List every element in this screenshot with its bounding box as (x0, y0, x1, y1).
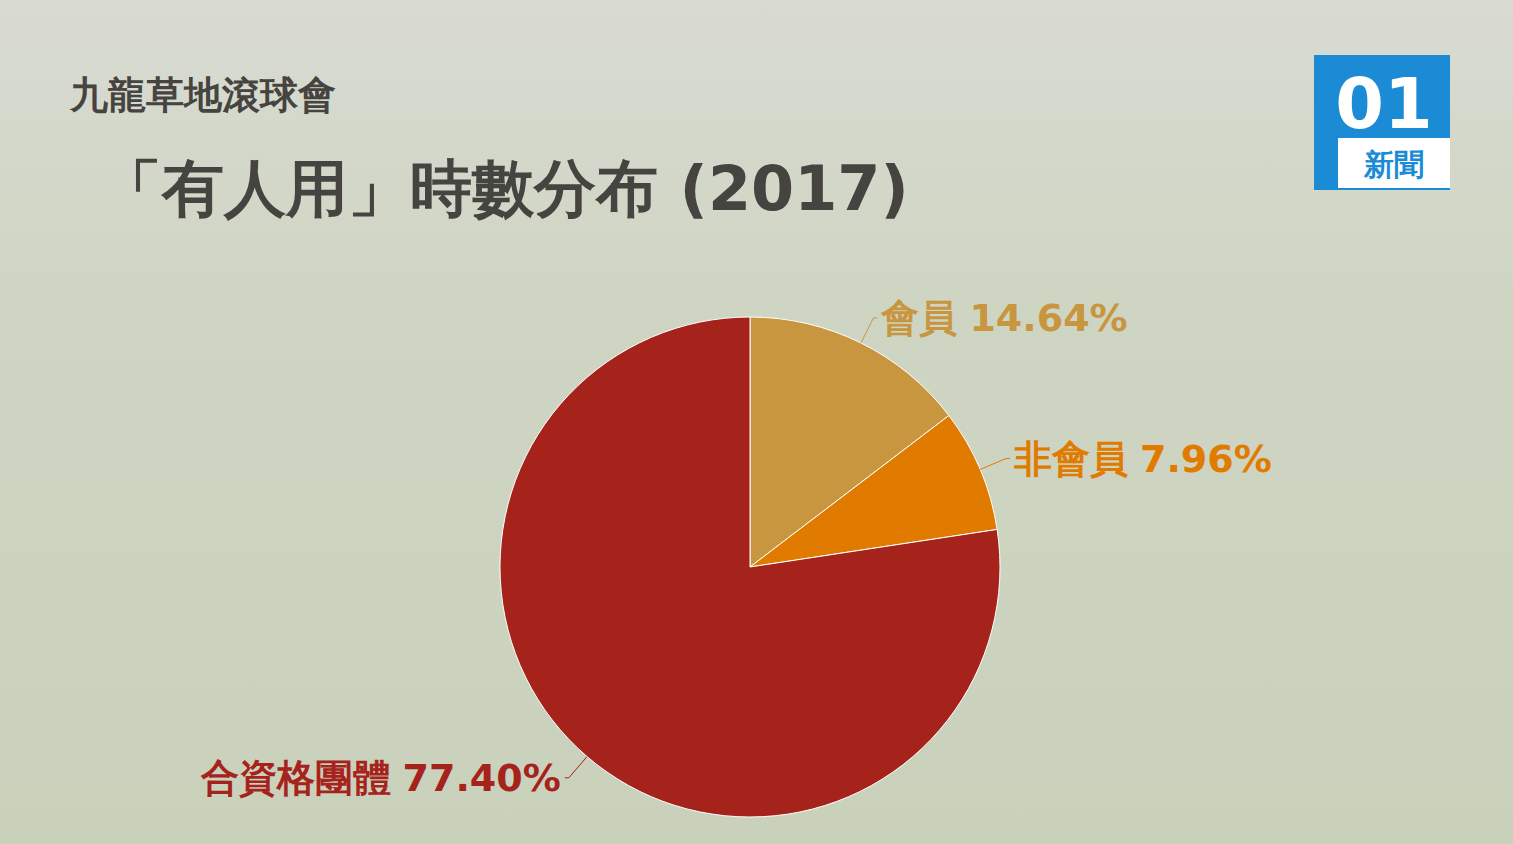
pie-slice (500, 317, 1000, 817)
data-labels: 會員 14.64% 非會員 7.96% 合資格團體 77.40% (200, 296, 1272, 800)
label-value: 77.40% (403, 756, 561, 800)
logo-text: 新聞 (1363, 147, 1424, 182)
logo-band (1338, 138, 1450, 188)
logo-box (1314, 55, 1450, 190)
leader-line (980, 459, 1010, 470)
leader-line (861, 318, 877, 343)
label-value: 14.64% (969, 296, 1127, 340)
data-label: 合資格團體 77.40% (200, 756, 561, 800)
subtitle: 「有人用」時數分布 (2017) (100, 152, 909, 225)
label-name: 非會員 (1013, 437, 1128, 481)
title: 九龍草地滾球會 (69, 73, 336, 117)
label-name: 會員 (880, 296, 957, 340)
label-name: 合資格團體 (200, 756, 391, 800)
data-label: 會員 14.64% (880, 296, 1127, 340)
background (0, 0, 1513, 844)
logo-number: 01 (1335, 63, 1432, 145)
pie (500, 317, 1000, 817)
label-value: 7.96% (1140, 437, 1272, 481)
data-label: 非會員 7.96% (1013, 437, 1272, 481)
logo: 01新聞 (1314, 55, 1450, 190)
leader-line (565, 757, 587, 778)
